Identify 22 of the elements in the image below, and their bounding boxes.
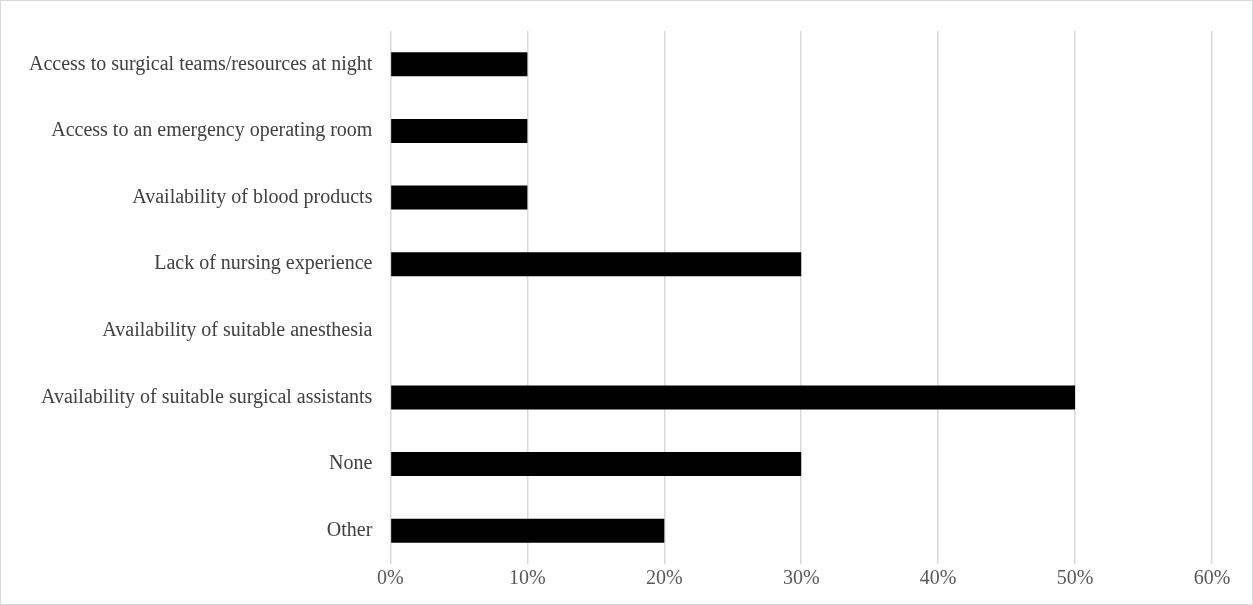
y-tick-label: Availability of suitable surgical assistants bbox=[40, 384, 373, 408]
y-tick-label: Access to surgical teams/resources at night bbox=[29, 51, 373, 75]
x-tick-label: 10% bbox=[509, 566, 546, 589]
y-tick-label: Access to an emergency operating room bbox=[51, 118, 373, 142]
y-tick-label: Other bbox=[326, 517, 373, 540]
y-tick-label: None bbox=[329, 451, 373, 474]
y-tick-label: Availability of suitable anesthesia bbox=[102, 318, 373, 342]
bar bbox=[391, 185, 528, 210]
x-tick-label: 0% bbox=[377, 566, 404, 589]
x-tick-label: 30% bbox=[782, 566, 820, 589]
y-tick-label: Availability of blood products bbox=[132, 184, 373, 208]
x-tick-label: 20% bbox=[645, 566, 683, 589]
x-tick-label: 50% bbox=[1056, 566, 1094, 589]
x-tick-label: 40% bbox=[919, 566, 957, 589]
bar bbox=[391, 52, 528, 77]
bar bbox=[391, 252, 802, 277]
y-tick-label: Lack of nursing experience bbox=[154, 251, 373, 275]
bar bbox=[391, 452, 802, 477]
bar bbox=[391, 518, 665, 543]
x-tick-label: 60% bbox=[1193, 566, 1231, 589]
bar bbox=[391, 385, 1076, 410]
bar bbox=[391, 118, 528, 143]
